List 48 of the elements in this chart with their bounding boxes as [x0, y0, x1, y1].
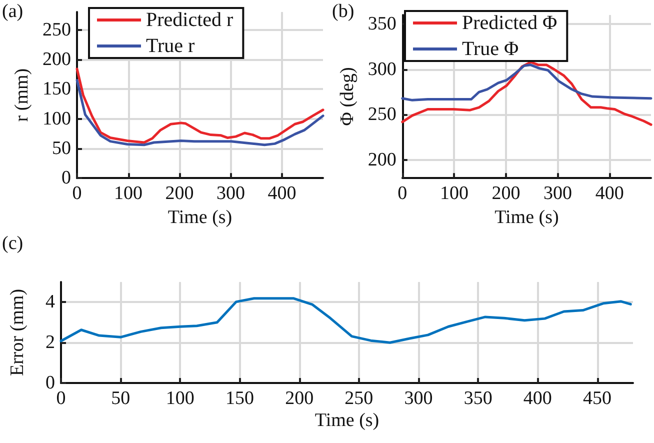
y-tick-label: 2	[46, 332, 55, 354]
line-series	[60, 297, 632, 344]
legend-label: Predicted Φ	[462, 12, 558, 34]
y-tick-label: 150	[42, 78, 71, 100]
y-axis-title: Error (mm)	[7, 288, 28, 376]
x-tick-label: 100	[166, 388, 194, 409]
y-tick-label: 50	[52, 138, 71, 159]
y-tick-label: 350	[368, 14, 396, 35]
legend-label: True r	[146, 35, 196, 57]
x-tick-label: 100	[440, 183, 468, 204]
y-tick-label: 0	[62, 168, 71, 189]
x-tick-label: 300	[544, 183, 572, 204]
y-axis-title: r (mm)	[12, 68, 33, 122]
y-tick-label: 0	[46, 372, 55, 394]
x-tick-label: 150	[226, 388, 254, 409]
x-axis-title: Time (s)	[314, 410, 380, 431]
line-series	[76, 68, 324, 144]
legend-label: Predicted r	[146, 9, 234, 31]
text: (b)	[332, 1, 354, 22]
x-tick-label: 50	[111, 388, 130, 409]
y-axis-title: Φ (deg)	[337, 67, 358, 126]
text: (c)	[2, 233, 24, 254]
line-series	[401, 60, 652, 126]
legend-label: True Φ	[462, 38, 520, 60]
line-series	[76, 78, 324, 146]
x-axis-title: Time (s)	[494, 207, 559, 228]
x-tick-label: 400	[523, 388, 552, 409]
x-axis-title: Time (s)	[168, 207, 232, 228]
x-tick-label: 300	[216, 183, 245, 204]
x-tick-label: 350	[464, 388, 492, 409]
y-tick-label: 100	[42, 108, 71, 130]
x-tick-label: 250	[344, 388, 374, 409]
x-tick-label: 400	[595, 183, 624, 204]
x-tick-label: 200	[285, 388, 314, 409]
line-series	[401, 64, 652, 102]
x-tick-label: 200	[492, 183, 520, 204]
x-tick-label: 200	[165, 183, 194, 204]
text: (a)	[2, 1, 24, 22]
x-tick-label: 300	[404, 388, 433, 409]
y-tick-label: 4	[46, 292, 56, 313]
y-tick-label: 200	[42, 48, 71, 70]
y-tick-label: 250	[368, 104, 396, 126]
x-tick-label: 100	[114, 183, 142, 204]
x-tick-label: 400	[268, 183, 296, 204]
x-tick-label: 450	[583, 388, 612, 409]
y-tick-label: 250	[42, 19, 71, 40]
y-tick-label: 200	[368, 149, 396, 170]
y-tick-label: 300	[368, 58, 396, 80]
